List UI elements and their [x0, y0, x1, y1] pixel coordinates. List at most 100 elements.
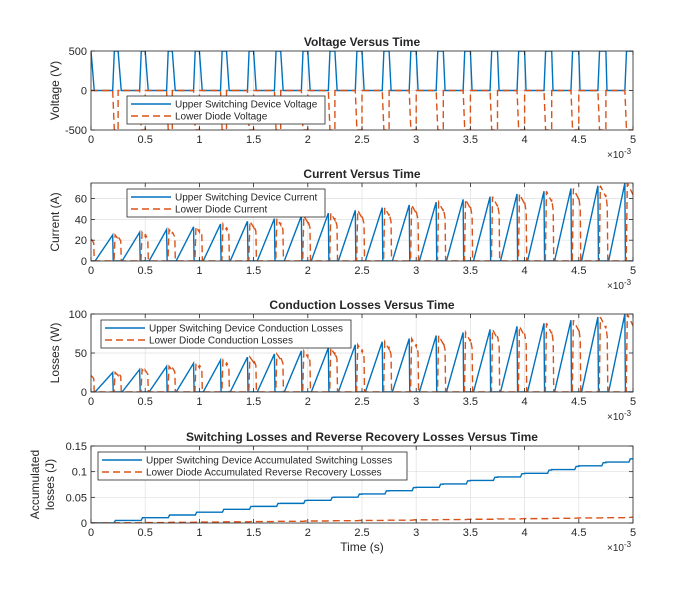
- y-tick-label: 40: [75, 214, 87, 226]
- y-tick-label: 60: [75, 194, 87, 206]
- legend-box: [126, 188, 326, 218]
- x-tick-label: 1.5: [246, 134, 261, 146]
- x-axis-label: Time (s): [340, 540, 384, 554]
- x-tick-label: 2.5: [354, 265, 369, 277]
- y-axis-label: losses (J): [43, 459, 57, 510]
- x-tick-label: 4: [522, 265, 528, 277]
- x-tick-label: 2: [305, 134, 311, 146]
- legend-label-2: Lower Diode Current: [175, 205, 267, 216]
- x-tick-label: 1.5: [246, 265, 261, 277]
- legend-box: [126, 95, 326, 125]
- x-tick-label: 5: [630, 527, 636, 539]
- legend: Upper Switching Device Accumulated Switc…: [97, 451, 408, 481]
- y-tick-label: 20: [75, 235, 87, 247]
- x-tick-label: 1.5: [246, 527, 261, 539]
- x-tick-label: 5: [630, 134, 636, 146]
- x-tick-label: 5: [630, 265, 636, 277]
- chart-title: Current Versus Time: [303, 167, 420, 181]
- y-tick-label: -500: [65, 125, 87, 137]
- x-tick-label: 2.5: [354, 396, 369, 408]
- legend-label-1: Upper Switching Device Current: [175, 193, 318, 204]
- x-tick-label: 0: [88, 265, 94, 277]
- y-axis-label: Losses (W): [48, 323, 62, 384]
- series-line-2: [91, 89, 633, 130]
- chart-title: Voltage Versus Time: [304, 35, 421, 49]
- series-line-1: [91, 458, 633, 523]
- legend-box: [100, 319, 352, 349]
- x-exponent-label: ×10-3: [607, 409, 632, 423]
- x-exponent-label: ×10-3: [607, 540, 632, 554]
- x-tick-label: 4: [522, 527, 528, 539]
- y-tick-label: 100: [69, 309, 87, 321]
- x-exponent-label: ×10-3: [607, 147, 632, 161]
- chart-title: Switching Losses and Reverse Recovery Lo…: [186, 430, 538, 444]
- x-tick-label: 2: [305, 527, 311, 539]
- x-tick-label: 3: [413, 265, 419, 277]
- x-exponent-label: ×10-3: [607, 278, 632, 292]
- x-tick-label: 4.5: [571, 134, 586, 146]
- x-tick-label: 1: [196, 134, 202, 146]
- y-tick-label: 0: [81, 256, 87, 268]
- legend-label-1: Upper Switching Device Voltage: [175, 100, 318, 111]
- x-tick-label: 3: [413, 527, 419, 539]
- chart-4: 0 0.5 1 1.5 2 2.5 3 3.5 4 4.5 5 0 0.05 0.1 0.15 ×10-3 Sw…: [28, 430, 636, 554]
- chart-1: 0 0.5 1 1.5 2 2.5 3 3.5 4 4.5 5-5000500×10-3Voltag…: [48, 35, 636, 161]
- x-tick-label: 1: [196, 527, 202, 539]
- series-line-2: [91, 183, 633, 261]
- x-tick-label: 3.5: [463, 396, 478, 408]
- x-tick-label: 2.5: [354, 527, 369, 539]
- x-tick-label: 3.5: [463, 265, 478, 277]
- y-tick-label: 0.15: [66, 441, 87, 453]
- x-tick-label: 1: [196, 396, 202, 408]
- x-tick-label: 1: [196, 265, 202, 277]
- x-tick-label: 1.5: [246, 396, 261, 408]
- legend-label-2: Lower Diode Voltage: [175, 112, 268, 123]
- legend-label-1: Upper Switching Device Conduction Losses: [149, 324, 343, 335]
- y-tick-label: 0.05: [66, 492, 87, 504]
- x-tick-label: 0: [88, 134, 94, 146]
- chart-title: Conduction Losses Versus Time: [269, 298, 454, 312]
- x-tick-label: 0.5: [138, 265, 153, 277]
- y-tick-label: 500: [69, 46, 87, 58]
- chart-2: 0 0.5 1 1.5 2 2.5 3 3.5 4 4.5 5 0 20 40 60 ×10-3 Current…: [48, 167, 636, 292]
- x-tick-label: 4: [522, 396, 528, 408]
- series-line-1: [91, 183, 633, 261]
- y-axis-label: Current (A): [48, 192, 62, 251]
- y-tick-label: 0: [81, 387, 87, 399]
- x-tick-label: 2: [305, 396, 311, 408]
- x-tick-label: 3.5: [463, 527, 478, 539]
- x-tick-label: 3: [413, 396, 419, 408]
- x-tick-label: 0.5: [138, 134, 153, 146]
- legend-label-2: Lower Diode Conduction Losses: [149, 336, 293, 347]
- y-axis-label: Accumulated: [28, 450, 42, 519]
- chart-3: 0 0.5 1 1.5 2 2.5 3 3.5 4 4.5 5050100×10-3Conducti…: [48, 298, 636, 423]
- x-tick-label: 3: [413, 134, 419, 146]
- x-tick-label: 4: [522, 134, 528, 146]
- x-tick-label: 4.5: [571, 396, 586, 408]
- series-line-1: [91, 314, 633, 392]
- y-axis-label: Voltage (V): [48, 61, 62, 120]
- x-tick-label: 5: [630, 396, 636, 408]
- y-tick-label: 0: [81, 518, 87, 530]
- x-tick-label: 4.5: [571, 265, 586, 277]
- x-tick-label: 3.5: [463, 134, 478, 146]
- legend-label-1: Upper Switching Device Accumulated Switc…: [146, 456, 392, 467]
- x-tick-label: 4.5: [571, 527, 586, 539]
- series-line-2: [91, 516, 633, 523]
- legend-label-2: Lower Diode Accumulated Reverse Recovery…: [146, 468, 382, 479]
- y-tick-label: 0.1: [72, 467, 87, 479]
- legend: Upper Switching Device Conduction Losses…: [100, 319, 352, 349]
- x-tick-label: 2: [305, 265, 311, 277]
- x-tick-label: 0: [88, 396, 94, 408]
- y-tick-label: 0: [81, 86, 87, 98]
- x-tick-label: 0: [88, 527, 94, 539]
- x-tick-label: 2.5: [354, 134, 369, 146]
- x-tick-label: 0.5: [138, 396, 153, 408]
- x-tick-label: 0.5: [138, 527, 153, 539]
- legend-box: [97, 451, 408, 481]
- y-tick-label: 50: [75, 348, 87, 360]
- series-line-2: [91, 314, 633, 392]
